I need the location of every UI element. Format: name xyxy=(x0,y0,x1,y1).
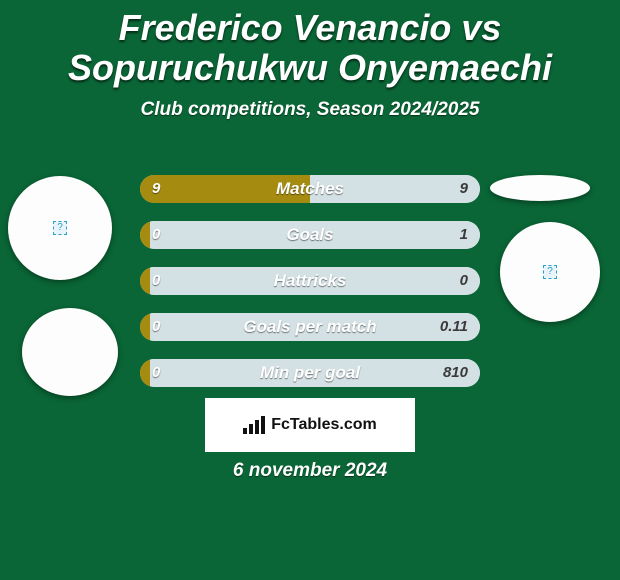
stat-label: Min per goal xyxy=(140,359,480,387)
comparison-card: Frederico Venancio vs Sopuruchukwu Onyem… xyxy=(0,0,620,580)
subtitle: Club competitions, Season 2024/2025 xyxy=(0,99,620,121)
stat-bars: Matches99Goals01Hattricks00Goals per mat… xyxy=(140,175,480,405)
stat-label: Goals per match xyxy=(140,313,480,341)
placeholder-icon: ? xyxy=(53,221,67,235)
player-left-avatar: ? xyxy=(8,176,112,280)
stat-left-value: 0 xyxy=(152,267,160,295)
fctables-label: FcTables.com xyxy=(271,416,377,434)
stat-left-value: 0 xyxy=(152,313,160,341)
stat-right-value: 0 xyxy=(460,267,468,295)
bars-icon xyxy=(243,416,265,434)
stat-row: Goals per match0 0.11 xyxy=(140,313,480,341)
stat-row: Hattricks0 0 xyxy=(140,267,480,295)
stat-right-value: 0.11 xyxy=(440,313,468,341)
stat-right-value: 9 xyxy=(460,175,468,203)
stat-label: Goals xyxy=(140,221,480,249)
page-title: Frederico Venancio vs Sopuruchukwu Onyem… xyxy=(0,0,620,87)
stat-label: Matches xyxy=(140,175,480,203)
fctables-logo: FcTables.com xyxy=(205,398,415,452)
stat-left-value: 0 xyxy=(152,359,160,387)
stat-left-value: 9 xyxy=(152,175,160,203)
club-right-badge xyxy=(490,175,590,201)
stat-label: Hattricks xyxy=(140,267,480,295)
stat-row: Matches9 9 xyxy=(140,175,480,203)
stat-right-value: 1 xyxy=(460,221,468,249)
player-right-avatar: ? xyxy=(500,222,600,322)
stat-right-value: 810 xyxy=(443,359,468,387)
club-left-badge xyxy=(22,308,118,396)
stat-row: Min per goal0 810 xyxy=(140,359,480,387)
stat-row: Goals0 1 xyxy=(140,221,480,249)
placeholder-icon: ? xyxy=(543,265,557,279)
date-label: 6 november 2024 xyxy=(0,460,620,482)
stat-left-value: 0 xyxy=(152,221,160,249)
